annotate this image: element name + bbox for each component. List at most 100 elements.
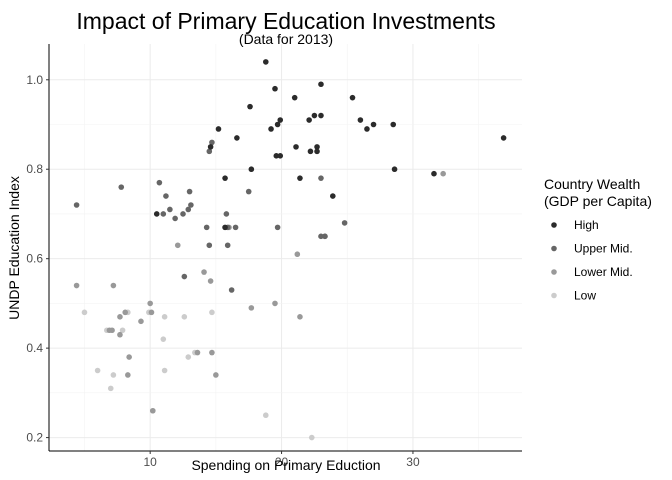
point-high (153, 211, 160, 217)
point-low (119, 327, 126, 334)
point-lower-mid (117, 314, 123, 320)
point-upper-mid (274, 224, 281, 231)
point-lower-mid (213, 372, 219, 378)
chart-title: Impact of Primary Education Investments (76, 8, 495, 34)
legend-label-lower-mid: Lower Mid. (574, 265, 633, 279)
point-high (291, 94, 298, 101)
point-upper-mid (172, 215, 178, 222)
point-high (297, 175, 303, 181)
point-high (277, 153, 284, 159)
point-high (248, 166, 255, 173)
point-low (185, 354, 192, 360)
legend-title-line2: (GDP per Capita) (544, 193, 652, 209)
point-high (311, 112, 318, 119)
point-upper-mid (206, 242, 213, 249)
point-lower-mid (126, 354, 132, 360)
point-high (431, 170, 437, 177)
point-lower-mid (272, 300, 278, 307)
x-axis-title: Spending on Primary Eduction (191, 457, 380, 473)
point-upper-mid (186, 188, 193, 195)
point-high (222, 175, 228, 181)
point-low (110, 372, 117, 378)
point-upper-mid (181, 273, 188, 280)
point-high (306, 117, 312, 123)
y-tick-label: 0.4 (26, 341, 43, 355)
point-low (94, 367, 101, 374)
point-upper-mid (228, 287, 235, 293)
legend-label-low: Low (574, 289, 596, 303)
y-tick-label: 1.0 (26, 73, 43, 87)
point-low (308, 434, 315, 441)
point-upper-mid (209, 139, 215, 146)
point-lower-mid (73, 282, 80, 289)
point-upper-mid (160, 211, 167, 217)
point-low (107, 385, 114, 392)
point-low (181, 314, 188, 320)
chart-subtitle: (Data for 2013) (239, 31, 333, 47)
legend-key-low (551, 292, 557, 299)
point-low (81, 309, 88, 316)
point-lower-mid (149, 407, 156, 414)
legend-key-lower-mid (551, 269, 557, 275)
point-high (234, 135, 240, 141)
y-tick-label: 0.2 (26, 431, 43, 445)
point-lower-mid (138, 318, 144, 325)
point-lower-mid (297, 314, 303, 320)
x-tick-label: 20 (275, 455, 289, 469)
point-high (330, 193, 336, 199)
y-axis-ticks: 0.2 0.4 0.6 0.8 1.0 (26, 73, 49, 445)
point-upper-mid (156, 179, 163, 186)
point-high (318, 112, 324, 119)
point-upper-mid (232, 224, 239, 231)
point-high (293, 144, 299, 150)
point-lower-mid (248, 305, 255, 311)
point-high (274, 121, 281, 128)
point-upper-mid (318, 175, 324, 181)
point-upper-mid (118, 184, 125, 190)
x-axis-ticks: 10 20 30 (143, 451, 420, 469)
point-lower-mid (148, 309, 155, 316)
point-lower-mid (117, 331, 123, 338)
point-upper-mid (224, 242, 231, 249)
point-lower-mid (209, 349, 215, 356)
legend-key-upper-mid (551, 245, 557, 252)
point-high (349, 94, 356, 101)
legend-items: High Upper Mid. Lower Mid. Low (551, 218, 633, 303)
legend-title-line1: Country Wealth (544, 176, 640, 192)
point-low (161, 314, 168, 320)
point-high (357, 117, 364, 123)
y-tick-label: 0.6 (26, 252, 43, 266)
point-high (364, 126, 370, 132)
point-upper-mid (167, 206, 173, 213)
point-lower-mid (125, 372, 131, 378)
point-high (215, 126, 222, 132)
point-high (314, 148, 320, 155)
point-upper-mid (188, 202, 194, 208)
point-high (314, 144, 320, 150)
x-tick-label: 30 (406, 455, 420, 469)
point-high (262, 59, 269, 65)
point-upper-mid (185, 206, 192, 213)
point-upper-mid (245, 188, 252, 195)
point-lower-mid (294, 251, 301, 258)
point-lower-mid (106, 327, 113, 334)
y-tick-label: 0.8 (26, 162, 43, 176)
point-upper-mid (223, 211, 230, 217)
point-high (273, 153, 280, 159)
point-lower-mid (110, 282, 117, 289)
point-lower-mid (440, 170, 446, 177)
point-upper-mid (73, 202, 80, 208)
x-tick-label: 10 (143, 455, 157, 469)
legend-label-high: High (574, 218, 599, 232)
point-high (307, 148, 314, 155)
point-high (370, 121, 377, 128)
point-high (247, 103, 253, 110)
point-low (262, 412, 269, 419)
legend: Country Wealth (GDP per Capita) High Uppe… (544, 176, 652, 303)
grid (49, 44, 522, 451)
point-upper-mid (203, 224, 210, 231)
point-high (268, 126, 274, 132)
point-upper-mid (206, 148, 213, 155)
point-lower-mid (194, 349, 201, 356)
